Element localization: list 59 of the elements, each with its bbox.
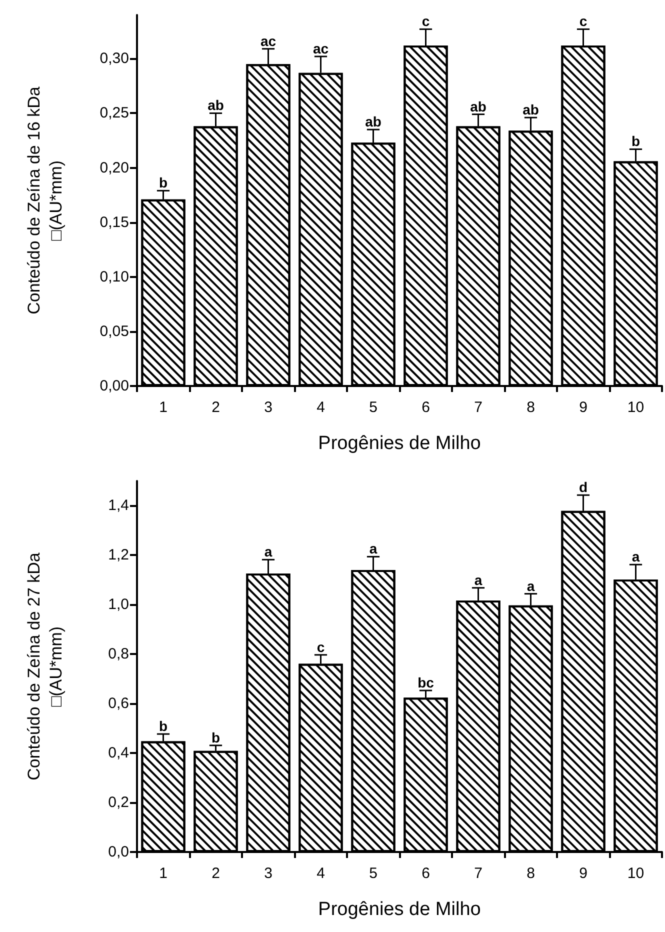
y-tick-label: 0,15 — [100, 214, 129, 231]
annotation: ac — [260, 32, 276, 49]
x-tick-label: 7 — [474, 865, 482, 882]
annotation: ac — [312, 40, 329, 56]
annotation: ab — [365, 114, 382, 130]
y-tick-label: 0,05 — [100, 322, 129, 340]
annotation: a — [369, 540, 378, 557]
annotation: b — [158, 174, 168, 191]
y-tick-label: 0,10 — [100, 268, 129, 286]
annotation: b — [211, 729, 220, 746]
y-tick-label: 0,8 — [108, 646, 129, 663]
annotation: b — [631, 133, 640, 150]
x-tick-label: 9 — [579, 399, 588, 416]
annotation: c — [316, 638, 325, 655]
y-tick-label: 0,4 — [108, 744, 129, 762]
annotation: a — [632, 548, 640, 565]
x-tick-label: 10 — [627, 865, 644, 882]
y-tick-label: 0,00 — [100, 378, 129, 394]
x-axis-title: Progênies de Milho — [318, 433, 481, 454]
x-tick-label: 3 — [264, 399, 272, 416]
annotation: c — [579, 13, 588, 30]
annotation: ab — [470, 98, 486, 114]
y-tick-label: 0,20 — [100, 159, 129, 176]
annotation: bc — [418, 674, 434, 690]
y-tick-label: 0,6 — [108, 695, 129, 712]
x-tick-label: 6 — [422, 399, 430, 416]
x-tick-label: 8 — [526, 865, 535, 882]
x-tick-label: 3 — [264, 865, 272, 882]
annotation: d — [578, 479, 588, 496]
x-axis-title: Progênies de Milho — [318, 899, 481, 920]
x-tick-label: 4 — [316, 399, 325, 416]
annotation: ab — [522, 102, 539, 118]
annotation: a — [264, 544, 272, 560]
y-tick-label: 1,2 — [108, 546, 129, 564]
x-tick-label: 1 — [159, 865, 168, 882]
x-tick-label: 5 — [369, 399, 378, 416]
x-tick-label: 10 — [627, 399, 644, 416]
annotation: c — [422, 13, 430, 30]
annotation: a — [526, 578, 535, 594]
x-tick-label: 4 — [316, 865, 325, 882]
y-tick-label: 1,0 — [108, 596, 129, 614]
x-tick-label: 1 — [159, 399, 168, 416]
y-axis-title: Conteúdo de Zeína de 27 kDa □(AU*mm) — [24, 552, 66, 780]
annotation: ab — [208, 97, 224, 114]
y-tick-label: 1,4 — [108, 497, 129, 514]
y-tick-label: 0,30 — [100, 50, 129, 68]
x-tick-label: 2 — [212, 399, 220, 416]
annotation: b — [158, 718, 168, 734]
annotation: a — [474, 572, 482, 588]
x-tick-label: 5 — [369, 865, 378, 882]
x-tick-label: 2 — [212, 865, 220, 882]
x-tick-label: 6 — [422, 865, 430, 882]
y-tick-label: 0,25 — [100, 104, 129, 122]
x-tick-label: 7 — [474, 399, 482, 416]
y-tick-label: 0,2 — [108, 794, 129, 812]
y-tick-label: 0,0 — [108, 844, 129, 860]
x-tick-label: 8 — [526, 399, 535, 416]
x-tick-label: 9 — [579, 865, 588, 882]
y-axis-title: Conteúdo de Zeína de 16 kDa □(AU*mm) — [24, 86, 66, 314]
